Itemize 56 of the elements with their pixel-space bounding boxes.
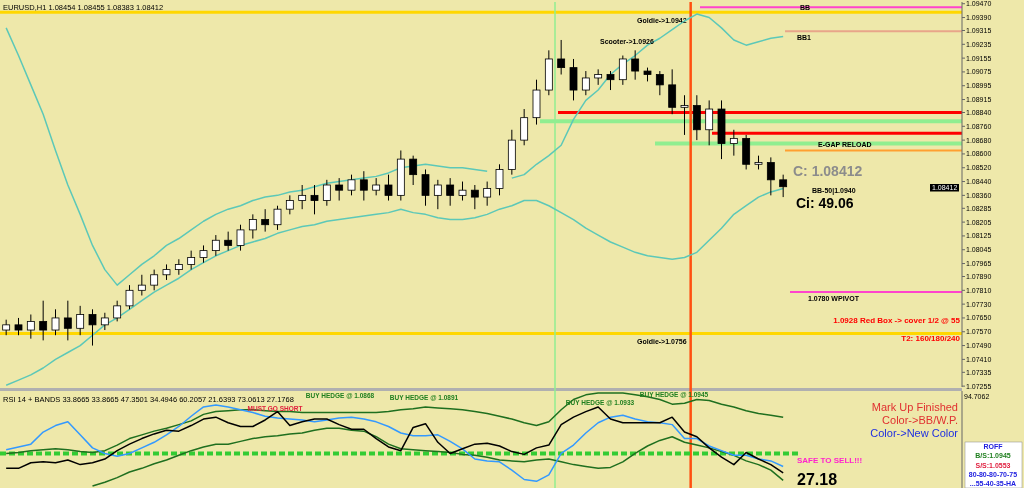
- candlestick: [384, 174, 393, 202]
- candlestick: [766, 156, 775, 196]
- candlestick: [285, 194, 294, 215]
- candlestick: [322, 179, 331, 207]
- candlestick: [446, 177, 455, 207]
- candlestick: [347, 174, 356, 196]
- annotation: SAFE TO SELL!!!: [797, 456, 863, 465]
- candlestick: [520, 108, 529, 146]
- candlestick: [606, 70, 615, 91]
- candlestick: [26, 313, 35, 340]
- candlestick: [113, 300, 122, 322]
- candlestick: [705, 99, 714, 146]
- candlestick: [273, 205, 282, 231]
- candlestick: [88, 308, 97, 347]
- annotation: C: 1.08412: [793, 163, 863, 179]
- candlestick: [39, 300, 48, 341]
- candlestick: [76, 305, 85, 336]
- candlestick: [729, 129, 738, 157]
- candlestick: [137, 274, 146, 296]
- candlestick: [458, 181, 467, 202]
- candlestick: [655, 70, 664, 96]
- candlestick: [668, 68, 677, 115]
- annotation: Mark Up Finished: [871, 401, 958, 413]
- candlestick: [421, 168, 430, 207]
- candlestick: [470, 184, 479, 210]
- candlestick: [483, 181, 492, 207]
- annotation: Ci: 49.06: [796, 195, 854, 211]
- annotation: 1.0928 Red Box -> cover 1/2 @ 55: [833, 316, 961, 325]
- candlestick: [569, 58, 578, 101]
- candlestick: [779, 174, 788, 198]
- candlestick: [409, 155, 418, 186]
- candlestick: [224, 231, 233, 252]
- candlestick: [495, 163, 504, 196]
- candlestick: [557, 39, 566, 76]
- candlestick: [310, 184, 319, 215]
- candlestick: [187, 250, 196, 271]
- annotation: 27.18: [797, 471, 838, 488]
- candlestick: [680, 94, 689, 136]
- candlestick: [261, 208, 270, 233]
- candlestick: [359, 170, 368, 202]
- annotation: Color->New Color: [870, 427, 959, 439]
- annotation: Color->BB/W.P.: [882, 414, 958, 426]
- candlestick: [335, 177, 344, 202]
- candlestick: [631, 49, 640, 81]
- candlestick: [581, 70, 590, 96]
- candlestick: [298, 184, 307, 210]
- annotation: T2: 160/180/240: [901, 334, 961, 343]
- candlestick: [248, 213, 257, 240]
- candlestick: [211, 234, 220, 257]
- candlestick: [433, 179, 442, 210]
- candlestick: [618, 55, 627, 86]
- candlestick: [63, 300, 72, 341]
- candlestick: [125, 284, 134, 310]
- candlestick: [236, 224, 245, 252]
- candlestick: [51, 308, 60, 336]
- candlestick: [150, 269, 159, 291]
